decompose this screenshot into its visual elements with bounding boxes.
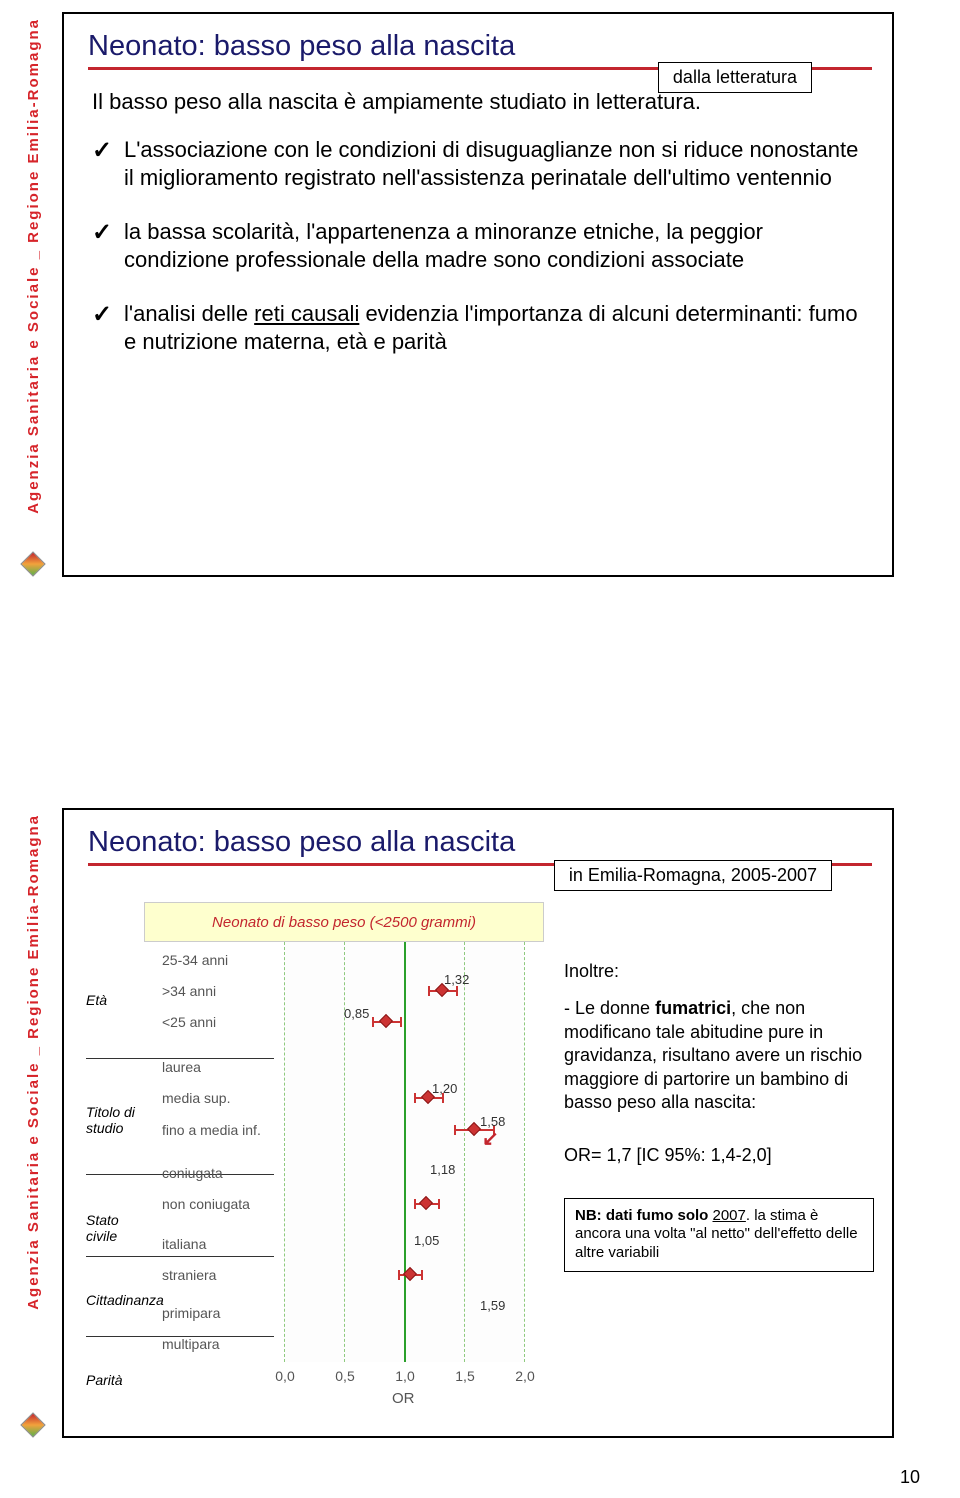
arrow-icon: ↙ <box>482 1126 499 1151</box>
sidebar-slide-1: Agenzia Sanitaria e Sociale _ Regione Em… <box>18 12 48 577</box>
bullet-2: la bassa scolarità, l'appartenenza a min… <box>92 218 864 274</box>
xtick: 0,5 <box>330 1368 360 1384</box>
xtick: 1,5 <box>450 1368 480 1384</box>
gridline <box>344 942 345 1362</box>
row-label: multipara <box>162 1336 220 1352</box>
cat-eta: Età <box>86 992 107 1008</box>
xtick: 2,0 <box>510 1368 540 1384</box>
cat-titolo: Titolo di studio <box>86 1104 142 1136</box>
gridline <box>284 942 285 1362</box>
gridline <box>464 942 465 1362</box>
xtick: 1,0 <box>390 1368 420 1384</box>
value-label: 0,85 <box>344 1006 369 1021</box>
reference-line <box>404 942 406 1362</box>
row-label: <25 anni <box>162 1014 216 1030</box>
x-axis-title: OR <box>392 1390 415 1407</box>
rt1: - Le donne <box>564 998 655 1018</box>
value-label: 1,05 <box>414 1233 439 1248</box>
xtick: 0,0 <box>270 1368 300 1384</box>
value-label: 1,32 <box>444 972 469 987</box>
row-label: primipara <box>162 1305 220 1321</box>
right-heading: Inoltre: <box>564 960 874 983</box>
page: Agenzia Sanitaria e Sociale _ Regione Em… <box>0 0 960 1498</box>
row-label: italiana <box>162 1236 206 1252</box>
value-label: 1,18 <box>430 1162 455 1177</box>
slide-1-bullets: L'associazione con le condizioni di disu… <box>92 136 864 357</box>
slide-1: Neonato: basso peso alla nascita dalla l… <box>62 12 894 577</box>
sidebar-text-2: Agenzia Sanitaria e Sociale _ Regione Em… <box>25 814 42 1310</box>
or-line: OR= 1,7 [IC 95%: 1,4-2,0] <box>564 1144 874 1167</box>
cat-parita: Parità <box>86 1372 123 1388</box>
badge-region: in Emilia-Romagna, 2005-2007 <box>554 860 832 891</box>
bullet-3: l'analisi delle reti causali evidenzia l… <box>92 300 864 356</box>
plot-area: 1,320,851,201,581,181,051,59 ↙ <box>284 942 524 1362</box>
rt-bold: fumatrici <box>655 998 731 1018</box>
gridline <box>524 942 525 1362</box>
chart-title-box: Neonato di basso peso (<2500 grammi) <box>144 902 544 942</box>
cat-citt: Cittadinanza <box>86 1292 164 1308</box>
row-label: non coniugata <box>162 1196 250 1212</box>
forest-plot: Età Titolo di studio Stato civile Cittad… <box>144 942 544 1412</box>
note-underline: 2007 <box>713 1207 746 1224</box>
section-rule <box>86 1256 274 1257</box>
value-label: 1,59 <box>480 1298 505 1313</box>
note-box: NB: dati fumo solo 2007. la stima è anco… <box>564 1198 874 1272</box>
row-label: coniugata <box>162 1165 223 1181</box>
value-label: 1,20 <box>432 1081 457 1096</box>
slide-2: Neonato: basso peso alla nascita in Emil… <box>62 808 894 1438</box>
note-bold: NB: dati fumo solo <box>575 1207 713 1224</box>
bullet-1: L'associazione con le condizioni di disu… <box>92 136 864 192</box>
sidebar-text: Agenzia Sanitaria e Sociale _ Regione Em… <box>25 18 42 514</box>
page-number: 10 <box>900 1467 920 1488</box>
logo-diamond-icon-2 <box>20 1412 45 1437</box>
row-label: media sup. <box>162 1090 230 1106</box>
row-label: laurea <box>162 1059 201 1075</box>
right-paragraph: - Le donne fumatrici, che non modificano… <box>564 997 874 1114</box>
row-label: fino a media inf. <box>162 1122 261 1138</box>
right-column: Inoltre: - Le donne fumatrici, che non m… <box>564 960 874 1272</box>
logo-diamond-icon <box>20 551 45 576</box>
row-label: 25-34 anni <box>162 952 228 968</box>
sidebar-slide-2: Agenzia Sanitaria e Sociale _ Regione Em… <box>18 808 48 1438</box>
badge-literature: dalla letteratura <box>658 62 812 93</box>
slide-1-title: Neonato: basso peso alla nascita <box>88 30 892 63</box>
slide-2-title: Neonato: basso peso alla nascita <box>88 826 892 859</box>
row-label: >34 anni <box>162 983 216 999</box>
bullet-3-a: l'analisi delle <box>124 301 254 326</box>
bullet-3-underline: reti causali <box>254 301 359 326</box>
cat-stato: Stato civile <box>86 1212 150 1244</box>
row-label: straniera <box>162 1267 216 1283</box>
